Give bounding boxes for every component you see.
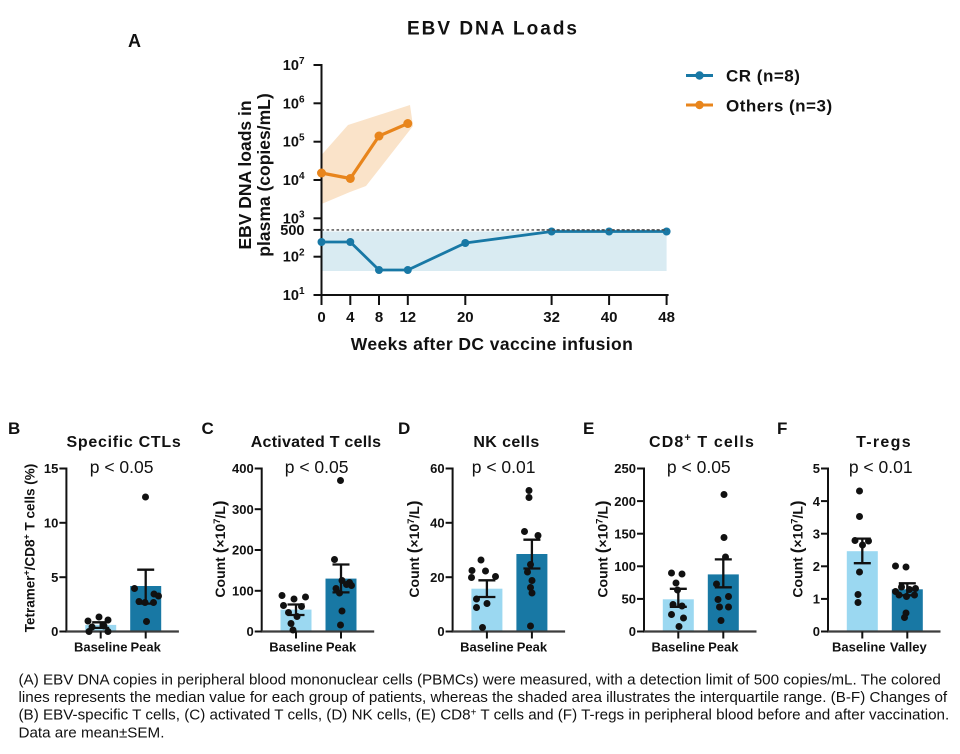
svg-text:40: 40 xyxy=(430,516,444,531)
svg-text:20: 20 xyxy=(457,309,474,326)
svg-text:3: 3 xyxy=(813,526,820,541)
svg-text:2: 2 xyxy=(813,559,820,574)
svg-text:107: 107 xyxy=(283,56,305,74)
svg-text:1: 1 xyxy=(813,592,820,607)
svg-text:48: 48 xyxy=(658,309,675,326)
svg-text:0: 0 xyxy=(437,624,444,639)
svg-text:20: 20 xyxy=(430,570,444,585)
svg-text:CD8+ T cells: CD8+ T cells xyxy=(649,432,755,451)
svg-text:Others (n=3): Others (n=3) xyxy=(726,96,833,115)
svg-text:Baseline: Baseline xyxy=(460,640,513,655)
svg-text:300: 300 xyxy=(232,502,254,517)
svg-text:32: 32 xyxy=(543,309,560,326)
svg-text:50: 50 xyxy=(622,592,636,607)
svg-text:Peak: Peak xyxy=(708,640,739,655)
svg-text:200: 200 xyxy=(614,494,636,509)
svg-text:F: F xyxy=(777,419,787,438)
svg-text:p < 0.05: p < 0.05 xyxy=(285,457,349,477)
svg-text:200: 200 xyxy=(232,543,254,558)
svg-text:Valley: Valley xyxy=(890,640,928,655)
svg-text:5: 5 xyxy=(813,461,820,476)
svg-text:EBV DNA Loads: EBV DNA Loads xyxy=(407,19,579,40)
svg-text:A: A xyxy=(128,31,141,51)
svg-text:Peak: Peak xyxy=(517,640,548,655)
svg-text:Baseline: Baseline xyxy=(269,640,322,655)
svg-text:104: 104 xyxy=(283,171,305,189)
svg-text:E: E xyxy=(583,419,594,438)
svg-text:150: 150 xyxy=(614,526,636,541)
svg-text:102: 102 xyxy=(283,248,305,266)
svg-text:p < 0.05: p < 0.05 xyxy=(667,457,731,477)
svg-text:C: C xyxy=(202,419,214,438)
svg-text:0: 0 xyxy=(629,624,636,639)
svg-text:Tetramer+/CD8+ T cells (%): Tetramer+/CD8+ T cells (%) xyxy=(22,464,38,633)
svg-text:106: 106 xyxy=(283,94,305,112)
svg-text:Peak: Peak xyxy=(326,640,357,655)
svg-text:12: 12 xyxy=(399,309,416,326)
svg-text:0: 0 xyxy=(317,309,325,326)
svg-text:p < 0.05: p < 0.05 xyxy=(90,457,154,477)
svg-text:8: 8 xyxy=(375,309,383,326)
svg-text:Weeks after DC vaccine infusio: Weeks after DC vaccine infusion xyxy=(351,334,633,354)
svg-text:15: 15 xyxy=(44,461,58,476)
svg-text:Baseline: Baseline xyxy=(652,640,705,655)
svg-text:Peak: Peak xyxy=(131,640,162,655)
svg-text:(A) EBV DNA copies in peripher: (A) EBV DNA copies in peripheral blood m… xyxy=(19,672,941,689)
svg-text:500: 500 xyxy=(280,223,304,239)
svg-text:0: 0 xyxy=(51,624,58,639)
svg-text:5: 5 xyxy=(51,570,58,585)
svg-text:p < 0.01: p < 0.01 xyxy=(849,457,913,477)
svg-text:NK cells: NK cells xyxy=(473,434,539,451)
svg-text:0: 0 xyxy=(813,624,820,639)
svg-text:40: 40 xyxy=(601,309,618,326)
svg-text:100: 100 xyxy=(614,559,636,574)
svg-text:400: 400 xyxy=(232,461,254,476)
svg-text:Baseline: Baseline xyxy=(832,640,885,655)
svg-text:CR (n=8): CR (n=8) xyxy=(726,66,800,85)
svg-text:D: D xyxy=(398,419,410,438)
svg-text:Data are mean±SEM.: Data are mean±SEM. xyxy=(19,724,165,741)
svg-text:T-regs: T-regs xyxy=(856,434,912,451)
svg-text:4: 4 xyxy=(813,494,821,509)
svg-text:Specific CTLs: Specific CTLs xyxy=(67,434,182,451)
svg-text:100: 100 xyxy=(232,584,254,599)
svg-text:plasma (copies/mL): plasma (copies/mL) xyxy=(254,93,274,256)
svg-text:101: 101 xyxy=(283,286,305,304)
svg-text:lines represents the median va: lines represents the median value for ea… xyxy=(19,689,948,706)
svg-text:EBV DNA loads in: EBV DNA loads in xyxy=(235,100,255,249)
svg-text:p < 0.01: p < 0.01 xyxy=(472,457,536,477)
svg-text:4: 4 xyxy=(346,309,355,326)
svg-text:(B) EBV-specific T cells, (C): (B) EBV-specific T cells, (C) activated … xyxy=(19,707,950,724)
svg-text:Count (×107/L): Count (×107/L) xyxy=(404,500,423,597)
svg-text:Count (×107/L): Count (×107/L) xyxy=(788,500,807,597)
svg-text:10: 10 xyxy=(44,516,58,531)
svg-text:Count (×107/L): Count (×107/L) xyxy=(593,500,612,597)
svg-text:60: 60 xyxy=(430,461,444,476)
svg-text:B: B xyxy=(8,419,20,438)
svg-text:105: 105 xyxy=(283,133,305,151)
svg-text:Baseline: Baseline xyxy=(74,640,127,655)
svg-text:Activated T cells: Activated T cells xyxy=(251,434,382,451)
svg-text:250: 250 xyxy=(614,461,636,476)
svg-text:Count (×107/L): Count (×107/L) xyxy=(210,500,229,597)
svg-text:0: 0 xyxy=(246,624,253,639)
